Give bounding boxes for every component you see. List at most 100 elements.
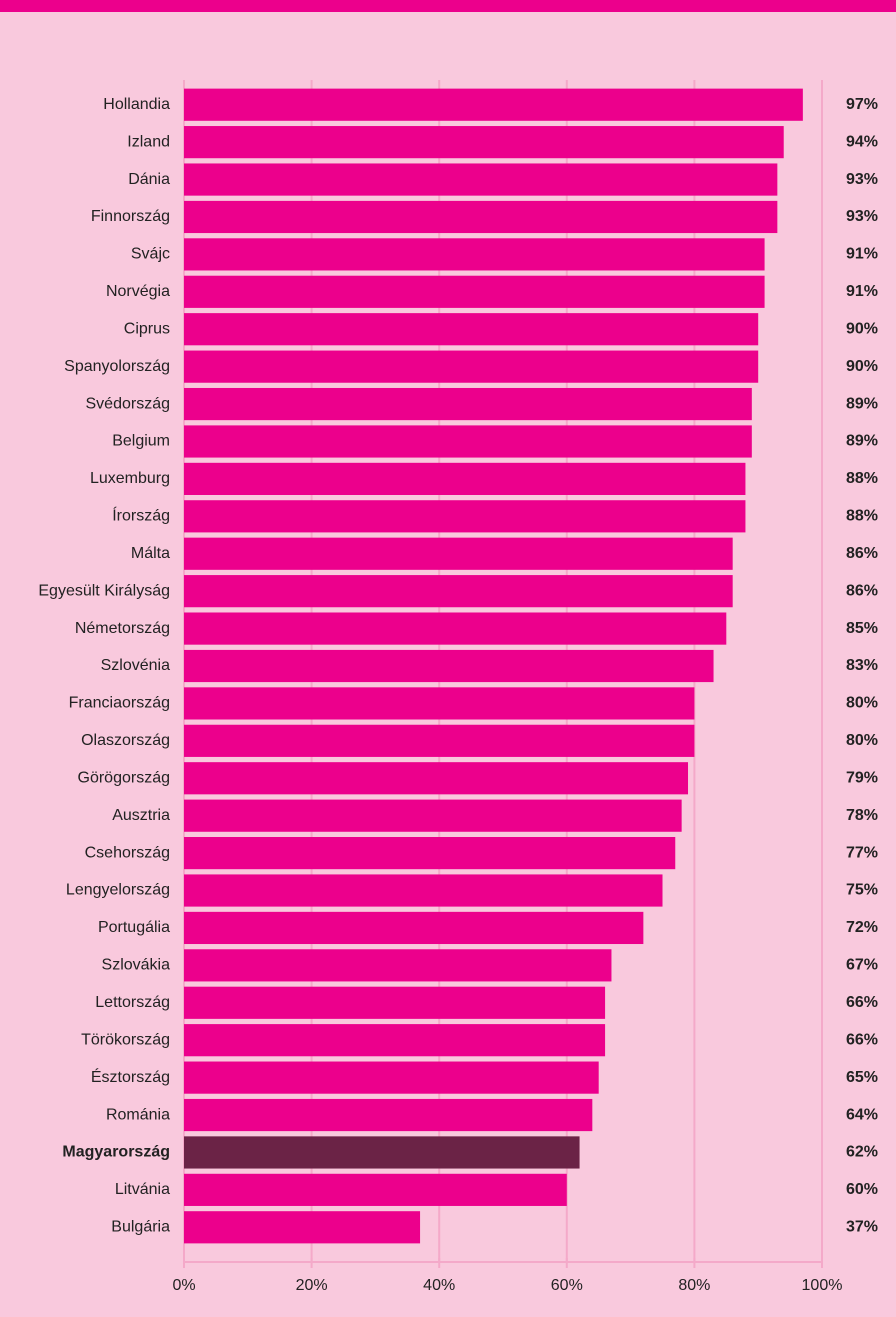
category-label: Csehország — [85, 844, 170, 861]
bar — [184, 1173, 567, 1206]
bar — [184, 537, 733, 570]
category-label: Lettország — [95, 994, 170, 1011]
value-label: 91% — [846, 283, 878, 300]
bar — [184, 949, 612, 982]
bar — [184, 500, 746, 533]
x-tick-label: 60% — [551, 1277, 583, 1294]
bar — [184, 200, 778, 234]
value-label: 72% — [846, 919, 878, 936]
value-label: 67% — [846, 957, 878, 974]
bar — [184, 126, 784, 159]
category-label: Litvánia — [115, 1181, 170, 1198]
bar — [184, 874, 663, 907]
value-label: 66% — [846, 994, 878, 1011]
category-label: Magyarország — [62, 1144, 170, 1161]
value-label: 37% — [846, 1219, 878, 1236]
value-label: 94% — [846, 133, 878, 150]
bar — [184, 1136, 580, 1169]
bar — [184, 387, 752, 421]
value-label: 80% — [846, 732, 878, 749]
bar — [184, 1061, 599, 1094]
bar — [184, 799, 682, 832]
bar — [184, 687, 695, 720]
category-label: Ausztria — [112, 807, 170, 824]
bar — [184, 837, 676, 870]
category-label: Izland — [127, 133, 170, 150]
category-label: Dánia — [128, 171, 170, 188]
bar — [184, 762, 689, 795]
bar — [184, 88, 803, 121]
x-tick-label: 100% — [802, 1277, 843, 1294]
value-label: 86% — [846, 545, 878, 562]
category-label: Finnország — [91, 208, 170, 225]
bar — [184, 986, 606, 1019]
bar — [184, 724, 695, 757]
value-label: 83% — [846, 657, 878, 674]
value-label: 89% — [846, 433, 878, 450]
category-label: Svédország — [86, 395, 171, 412]
category-label: Törökország — [81, 1031, 170, 1048]
value-label: 85% — [846, 620, 878, 637]
x-tick-label: 40% — [423, 1277, 455, 1294]
bar — [184, 1211, 421, 1244]
bar — [184, 462, 746, 495]
value-label: 89% — [846, 395, 878, 412]
category-label: Írország — [112, 506, 170, 525]
value-label: 75% — [846, 882, 878, 899]
value-label: 60% — [846, 1181, 878, 1198]
category-label: Szlovénia — [101, 657, 170, 674]
bar — [184, 649, 714, 683]
x-tick-label: 0% — [172, 1277, 195, 1294]
value-label: 88% — [846, 508, 878, 525]
bar — [184, 313, 759, 346]
value-label: 90% — [846, 320, 878, 337]
value-label: 65% — [846, 1069, 878, 1086]
bar — [184, 350, 759, 383]
category-label: Olaszország — [81, 732, 170, 749]
category-label: Svájc — [131, 246, 170, 263]
x-tick-label: 80% — [678, 1277, 710, 1294]
value-label: 97% — [846, 96, 878, 113]
category-label: Szlovákia — [102, 957, 171, 974]
value-label: 78% — [846, 807, 878, 824]
value-label: 93% — [846, 208, 878, 225]
bar — [184, 1098, 593, 1132]
category-label: Románia — [106, 1106, 170, 1123]
category-label: Málta — [131, 545, 170, 562]
value-label: 80% — [846, 695, 878, 712]
bar — [184, 612, 727, 645]
category-label: Portugália — [98, 919, 170, 936]
bar — [184, 425, 752, 458]
category-label: Ciprus — [124, 320, 170, 337]
bar — [184, 911, 644, 945]
value-label: 91% — [846, 246, 878, 263]
bar — [184, 1024, 606, 1057]
value-label: 66% — [846, 1031, 878, 1048]
category-label: Luxemburg — [90, 470, 170, 487]
category-label: Egyesült Királyság — [38, 582, 170, 599]
value-label: 62% — [846, 1144, 878, 1161]
value-label: 93% — [846, 171, 878, 188]
value-label: 90% — [846, 358, 878, 375]
top-band — [0, 0, 896, 12]
bar — [184, 575, 733, 608]
bar — [184, 275, 765, 308]
value-label: 86% — [846, 582, 878, 599]
category-label: Észtország — [91, 1067, 170, 1086]
category-label: Belgium — [112, 433, 170, 450]
value-label: 77% — [846, 844, 878, 861]
category-label: Spanyolország — [64, 358, 170, 375]
category-label: Lengyelország — [66, 882, 170, 899]
category-label: Németország — [75, 620, 170, 637]
x-tick-label: 20% — [296, 1277, 328, 1294]
value-label: 79% — [846, 769, 878, 786]
category-label: Norvégia — [106, 283, 170, 300]
category-label: Görögország — [78, 769, 171, 786]
bar — [184, 238, 765, 271]
value-label: 88% — [846, 470, 878, 487]
value-label: 64% — [846, 1106, 878, 1123]
category-label: Bulgária — [111, 1219, 170, 1236]
category-label: Hollandia — [103, 96, 170, 113]
category-label: Franciaország — [69, 695, 170, 712]
